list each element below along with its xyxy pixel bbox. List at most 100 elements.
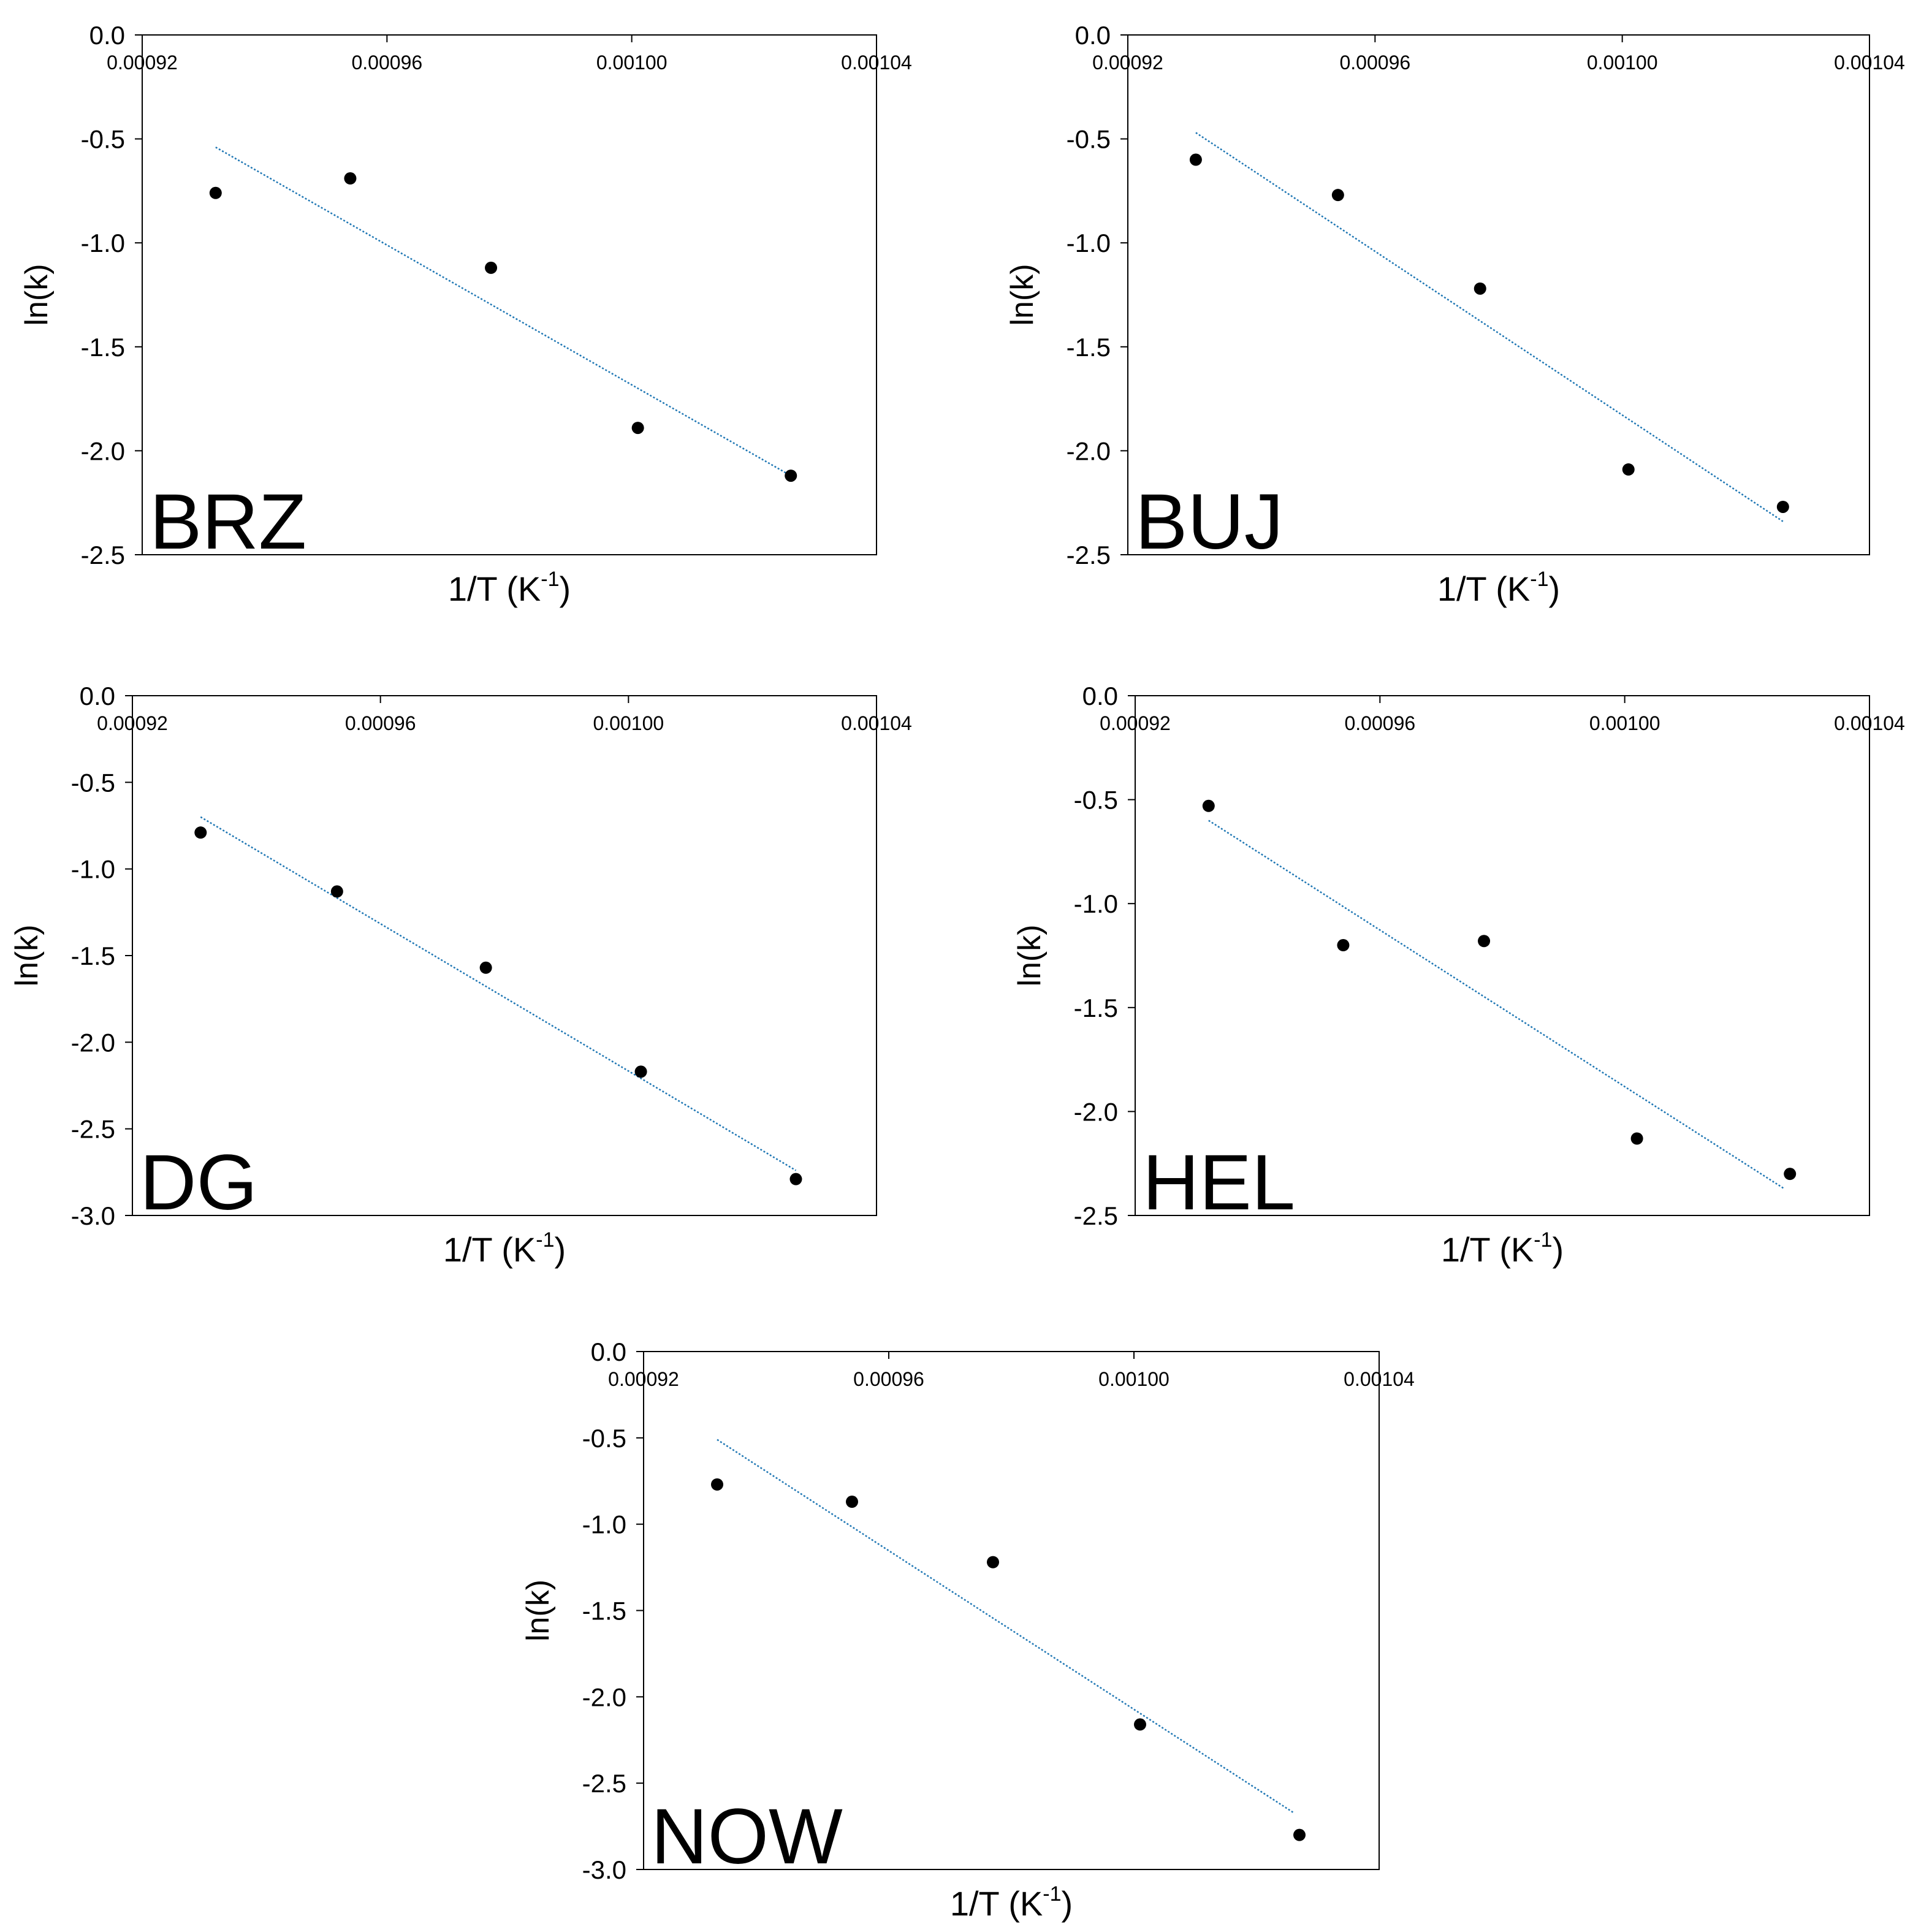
y-axis-label: ln(k) bbox=[1012, 924, 1048, 986]
x-axis-label-superscript: -1 bbox=[536, 1228, 554, 1252]
y-tick-label: -1.0 bbox=[1067, 229, 1111, 257]
x-axis-label-main: 1/T (K bbox=[1441, 1230, 1534, 1269]
y-tick-label: -3.0 bbox=[582, 1855, 626, 1884]
x-axis-label-close: ) bbox=[1062, 1884, 1073, 1923]
y-tick-label: -2.5 bbox=[81, 541, 125, 569]
x-axis-label-superscript: -1 bbox=[541, 568, 559, 591]
x-tick-label: 0.00092 bbox=[107, 51, 178, 74]
trend-line bbox=[200, 816, 797, 1171]
data-point bbox=[1630, 1132, 1643, 1145]
plot-frame bbox=[1135, 695, 1870, 1216]
y-tick-label: 0.0 bbox=[80, 682, 115, 710]
y-tick-label: -2.5 bbox=[1074, 1201, 1118, 1230]
x-axis-label: 1/T (K-1) bbox=[1437, 568, 1560, 608]
y-tick-label: -1.0 bbox=[1074, 889, 1118, 918]
y-tick-label: 0.0 bbox=[591, 1337, 626, 1366]
y-axis-label: ln(k) bbox=[9, 924, 45, 986]
panel-label: NOW bbox=[651, 1793, 843, 1881]
y-tick-label: -2.0 bbox=[71, 1028, 115, 1057]
data-point bbox=[1776, 500, 1789, 513]
y-tick-label: -0.5 bbox=[582, 1424, 626, 1453]
trend-line bbox=[1208, 820, 1784, 1189]
x-axis-label-close: ) bbox=[1553, 1230, 1564, 1269]
x-tick-label: 0.00096 bbox=[351, 51, 422, 74]
data-point bbox=[631, 422, 644, 435]
y-tick-label: -1.5 bbox=[582, 1597, 626, 1626]
panel-label: HEL bbox=[1143, 1139, 1295, 1227]
data-point bbox=[1784, 1168, 1797, 1181]
y-tick-label: 0.0 bbox=[1082, 682, 1118, 710]
y-tick-label: -2.0 bbox=[582, 1683, 626, 1711]
y-tick-label: -2.5 bbox=[582, 1769, 626, 1798]
trend-line bbox=[1195, 132, 1784, 522]
data-point bbox=[344, 172, 357, 185]
chart-panel-buj: 0.00092 0.00096 0.00100 0.00104 0.0 -0.5 -1.0 -… bbox=[1005, 21, 1905, 608]
data-point bbox=[485, 261, 498, 274]
data-point bbox=[1337, 939, 1350, 952]
x-tick-label: 0.00104 bbox=[1834, 51, 1905, 74]
plot-frame bbox=[132, 695, 877, 1216]
data-point bbox=[1478, 935, 1491, 948]
y-tick-label: -2.0 bbox=[1067, 436, 1111, 465]
y-tick-label: -1.0 bbox=[81, 229, 125, 257]
x-tick-label: 0.00100 bbox=[596, 51, 667, 74]
x-axis-label-close: ) bbox=[1549, 569, 1561, 608]
data-point bbox=[209, 186, 222, 199]
y-tick-label: -2.0 bbox=[81, 436, 125, 465]
y-tick-label: 0.0 bbox=[1075, 21, 1111, 50]
data-point bbox=[194, 826, 207, 839]
panel-label: BUJ bbox=[1135, 478, 1284, 566]
x-axis-label-superscript: -1 bbox=[1534, 1228, 1552, 1252]
x-tick-label: 0.00100 bbox=[1098, 1368, 1169, 1390]
trend-line bbox=[215, 146, 791, 477]
data-point bbox=[330, 885, 343, 898]
x-tick-label: 0.00092 bbox=[1092, 51, 1163, 74]
y-axis-label: ln(k) bbox=[1005, 264, 1040, 325]
y-tick-label: -0.5 bbox=[1074, 786, 1118, 815]
panel-label: BRZ bbox=[150, 478, 306, 566]
x-tick-label: 0.00096 bbox=[345, 712, 416, 734]
y-tick-label: -1.5 bbox=[71, 941, 115, 970]
data-point bbox=[1622, 463, 1635, 476]
data-point bbox=[1474, 282, 1486, 295]
trend-line bbox=[717, 1439, 1294, 1814]
data-point bbox=[789, 1173, 802, 1185]
y-tick-label: -1.0 bbox=[582, 1510, 626, 1539]
y-tick-label: -1.5 bbox=[81, 333, 125, 362]
x-axis-label-main: 1/T (K bbox=[448, 569, 541, 608]
y-tick-label: -1.5 bbox=[1067, 333, 1111, 362]
data-point bbox=[479, 961, 492, 974]
data-point bbox=[711, 1478, 723, 1491]
y-tick-label: -1.0 bbox=[71, 855, 115, 884]
x-tick-label: 0.00092 bbox=[97, 712, 168, 734]
plot-frame bbox=[643, 1351, 1380, 1870]
y-tick-label: -0.5 bbox=[71, 768, 115, 797]
chart-panel-brz: 0.00092 0.00096 0.00100 0.00104 0.0 -0.5 -1.0 -… bbox=[19, 21, 912, 608]
x-axis-label-superscript: -1 bbox=[1530, 568, 1548, 591]
chart-panel-now: 0.00092 0.00096 0.00100 0.00104 0.0 -0.5 -1.0 -… bbox=[520, 1337, 1415, 1923]
x-axis-label-close: ) bbox=[555, 1230, 566, 1269]
y-tick-label: -3.0 bbox=[71, 1201, 115, 1230]
data-point bbox=[634, 1065, 647, 1078]
plot-frame bbox=[1127, 34, 1870, 555]
data-point bbox=[1331, 189, 1344, 202]
data-point bbox=[1202, 799, 1215, 812]
x-axis-label-main: 1/T (K bbox=[950, 1884, 1043, 1923]
x-axis-label-main: 1/T (K bbox=[1437, 569, 1530, 608]
data-point bbox=[1189, 153, 1202, 166]
x-tick-label: 0.00096 bbox=[853, 1368, 924, 1390]
data-point bbox=[846, 1496, 858, 1508]
x-tick-label: 0.00096 bbox=[1339, 51, 1410, 74]
y-tick-label: 0.0 bbox=[89, 21, 125, 50]
x-tick-label: 0.00092 bbox=[608, 1368, 679, 1390]
x-tick-label: 0.00096 bbox=[1344, 712, 1415, 734]
panel-label: DG bbox=[140, 1139, 257, 1227]
x-tick-label: 0.00092 bbox=[1100, 712, 1171, 734]
y-tick-label: -2.0 bbox=[1074, 1097, 1118, 1126]
x-tick-label: 0.00104 bbox=[841, 712, 912, 734]
chart-panel-dg: 0.00092 0.00096 0.00100 0.00104 0.0 -0.5 -1.0 -… bbox=[9, 682, 912, 1269]
y-axis-label: ln(k) bbox=[520, 1580, 556, 1641]
data-point bbox=[785, 470, 797, 482]
x-tick-label: 0.00100 bbox=[593, 712, 664, 734]
x-tick-label: 0.00104 bbox=[1344, 1368, 1415, 1390]
